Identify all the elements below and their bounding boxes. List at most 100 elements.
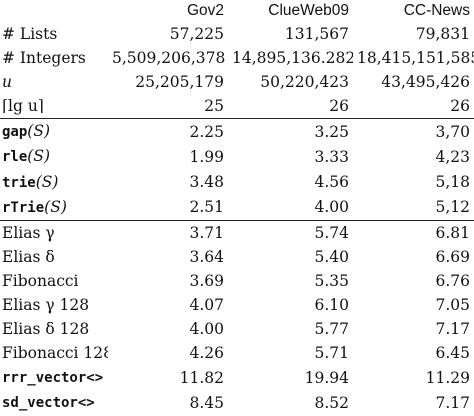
value-cc-news: 43,495,426 bbox=[381, 73, 470, 92]
table-row: rrr_vector<> 11.82 19.94 11.29 bbox=[0, 365, 474, 390]
value-clueweb09: 19.94 bbox=[304, 368, 349, 387]
value-gov2: 2.51 bbox=[108, 194, 228, 221]
table-row: Fibonacci 128 4.26 5.71 6.45 bbox=[0, 341, 474, 365]
value-gov2: 57,225 bbox=[169, 25, 224, 43]
value-clueweb09: 5.35 bbox=[314, 271, 349, 290]
value-cc-news: 3,70 bbox=[435, 122, 470, 141]
row-label-arg: (S) bbox=[27, 122, 51, 141]
value-gov2: 25 bbox=[108, 94, 228, 120]
table-row: Elias γ 128 4.07 6.10 7.05 bbox=[0, 293, 474, 317]
value-gov2: 8.45 bbox=[189, 393, 224, 412]
row-label-text: Elias δ bbox=[2, 247, 55, 266]
value-cc-news: 7.05 bbox=[435, 296, 470, 315]
header-cell-cc-news: CC-News bbox=[403, 2, 470, 19]
table-row: rTrie(S) 2.51 4.00 5,12 bbox=[0, 194, 474, 221]
table-row: Elias δ 3.64 5.40 6.69 bbox=[0, 245, 474, 269]
row-label-code: rTrie bbox=[2, 199, 45, 216]
row-label: Elias γ 128 bbox=[0, 293, 108, 317]
value-clueweb09: 131,567 bbox=[284, 25, 349, 43]
value-cc-news: 4,23 bbox=[435, 147, 470, 166]
table-body: # Lists 57,225 131,567 79,831 # Integers 5,50… bbox=[0, 22, 474, 416]
table-row: Fibonacci 3.69 5.35 6.76 bbox=[0, 269, 474, 293]
value-gov2: 11.82 bbox=[179, 368, 224, 387]
table-row: rle(S) 1.99 3.33 4,23 bbox=[0, 144, 474, 169]
value-clueweb09: 4.00 bbox=[228, 194, 353, 221]
value-gov2: 3.69 bbox=[189, 271, 224, 290]
row-label-arg: (S) bbox=[35, 172, 59, 191]
table-row: Elias γ 3.71 5.74 6.81 bbox=[0, 220, 474, 245]
header-cell-clueweb09: ClueWeb09 bbox=[268, 2, 349, 19]
value-cc-news: 6.76 bbox=[435, 271, 470, 290]
row-label: # Lists bbox=[0, 22, 108, 46]
table-row: trie(S) 3.48 4.56 5,18 bbox=[0, 170, 474, 195]
value-gov2: 3.64 bbox=[189, 247, 224, 266]
table-row: gap(S) 2.25 3.25 3,70 bbox=[0, 119, 474, 145]
row-label-text: ⌈lg u⌉ bbox=[2, 97, 44, 116]
value-cc-news: 79,831 bbox=[415, 25, 470, 43]
row-label-text: Elias γ 128 bbox=[2, 296, 90, 315]
value-clueweb09: 5.77 bbox=[314, 320, 349, 339]
value-gov2: 2.25 bbox=[189, 122, 224, 141]
value-clueweb09: 3.25 bbox=[314, 122, 349, 141]
value-clueweb09: 5.71 bbox=[314, 344, 349, 363]
row-label-text: Fibonacci 128 bbox=[2, 344, 108, 363]
value-gov2: 4.26 bbox=[189, 344, 224, 363]
value-cc-news: 18,415,151,585 bbox=[357, 49, 474, 68]
row-label: Elias γ bbox=[0, 220, 108, 245]
value-clueweb09: 3.33 bbox=[314, 147, 349, 166]
row-label: rTrie(S) bbox=[0, 194, 108, 221]
row-label-text: # Integers bbox=[2, 49, 86, 68]
header-row: Gov2 ClueWeb09 CC-News bbox=[0, 0, 474, 22]
value-gov2: 5,509,206,378 bbox=[112, 49, 226, 68]
row-label-code: sd_vector<> bbox=[2, 395, 95, 412]
row-label-text: Elias γ bbox=[2, 223, 55, 242]
table-row: Elias δ 128 4.00 5.77 7.17 bbox=[0, 317, 474, 341]
value-cc-news: 6.81 bbox=[435, 223, 470, 242]
value-gov2: 4.00 bbox=[189, 320, 224, 339]
table-row: u 25,205,179 50,220,423 43,495,426 bbox=[0, 70, 474, 94]
value-cc-news: 6.69 bbox=[435, 247, 470, 266]
row-label: rrr_vector<> bbox=[0, 365, 108, 390]
value-cc-news: 5,12 bbox=[353, 194, 474, 221]
value-clueweb09: 26 bbox=[228, 94, 353, 120]
row-label-text: # Lists bbox=[2, 25, 58, 43]
row-label-code: gap bbox=[2, 124, 28, 141]
value-clueweb09: 5.40 bbox=[314, 247, 349, 266]
value-clueweb09: 50,220,423 bbox=[260, 73, 349, 92]
row-label: Elias δ bbox=[0, 245, 108, 269]
row-label: Fibonacci bbox=[0, 269, 108, 293]
value-clueweb09: 14,895,136.282 bbox=[232, 49, 353, 68]
value-cc-news: 26 bbox=[353, 94, 474, 120]
value-gov2: 3.71 bbox=[189, 223, 224, 242]
value-cc-news: 7.17 bbox=[435, 393, 470, 412]
row-label: rle(S) bbox=[0, 144, 108, 169]
row-label: ⌈lg u⌉ bbox=[0, 94, 108, 120]
row-label: gap(S) bbox=[0, 119, 108, 145]
table-row: # Lists 57,225 131,567 79,831 bbox=[0, 22, 474, 46]
table-row: sd_vector<> 8.45 8.52 7.17 bbox=[0, 390, 474, 415]
header-cell-corner bbox=[0, 0, 108, 22]
value-gov2: 4.07 bbox=[189, 296, 224, 315]
value-clueweb09: 8.52 bbox=[314, 393, 349, 412]
value-clueweb09: 4.56 bbox=[314, 173, 349, 192]
value-gov2: 1.99 bbox=[189, 147, 224, 166]
row-label: trie(S) bbox=[0, 170, 108, 195]
row-label: sd_vector<> bbox=[0, 390, 108, 415]
row-label-arg: (S) bbox=[27, 147, 51, 166]
row-label-text: u bbox=[2, 73, 12, 92]
row-label: # Integers bbox=[0, 46, 108, 70]
row-label: Fibonacci 128 bbox=[0, 341, 108, 365]
row-label-code: rle bbox=[2, 149, 28, 166]
value-clueweb09: 5.74 bbox=[314, 223, 349, 242]
value-gov2: 25,205,179 bbox=[135, 73, 224, 92]
row-label: u bbox=[0, 70, 108, 94]
row-label-arg: (S) bbox=[44, 197, 67, 216]
table-row: # Integers 5,509,206,378 14,895,136.282 18,… bbox=[0, 46, 474, 70]
row-label-code: trie bbox=[2, 174, 36, 191]
value-cc-news: 11.29 bbox=[425, 368, 470, 387]
value-cc-news: 6.45 bbox=[435, 344, 470, 363]
row-label-code: rrr_vector<> bbox=[2, 370, 104, 387]
value-cc-news: 5,18 bbox=[435, 173, 470, 192]
